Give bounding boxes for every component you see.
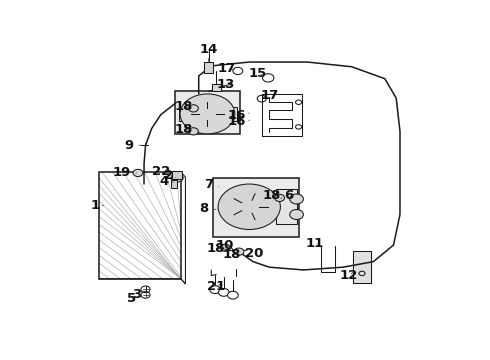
Bar — [353, 251, 371, 283]
Circle shape — [219, 288, 229, 296]
Text: 21: 21 — [207, 280, 225, 293]
Text: 15: 15 — [249, 67, 267, 80]
Circle shape — [234, 248, 244, 255]
Circle shape — [218, 184, 280, 229]
Text: 19: 19 — [112, 166, 136, 179]
Circle shape — [241, 201, 258, 213]
Text: 18: 18 — [263, 189, 281, 202]
Circle shape — [189, 128, 198, 135]
Text: 18: 18 — [207, 242, 225, 255]
Bar — [212, 84, 220, 91]
Text: 1: 1 — [90, 199, 104, 212]
Text: 2: 2 — [164, 169, 176, 182]
Circle shape — [189, 105, 198, 112]
Circle shape — [200, 108, 215, 120]
Text: 17: 17 — [218, 62, 236, 75]
Text: 22: 22 — [151, 165, 170, 178]
Text: 7: 7 — [204, 177, 219, 190]
Circle shape — [191, 102, 224, 126]
Text: 18: 18 — [222, 248, 241, 261]
Bar — [213, 177, 298, 237]
Bar — [171, 180, 177, 188]
Circle shape — [227, 291, 238, 299]
Text: 4: 4 — [160, 175, 173, 188]
Bar — [276, 189, 296, 224]
Text: 16: 16 — [227, 109, 249, 122]
Text: 17: 17 — [260, 89, 278, 102]
Bar — [179, 107, 188, 121]
Circle shape — [290, 194, 303, 204]
Text: 12: 12 — [340, 269, 358, 282]
Circle shape — [180, 94, 235, 134]
Circle shape — [171, 173, 183, 182]
Text: 13: 13 — [216, 78, 235, 91]
Circle shape — [220, 244, 230, 251]
Bar — [175, 91, 240, 134]
Text: 8: 8 — [199, 202, 216, 216]
Circle shape — [230, 193, 269, 221]
Text: 3: 3 — [132, 288, 144, 301]
Text: 6: 6 — [281, 189, 294, 202]
Text: 14: 14 — [199, 43, 218, 61]
Text: 5: 5 — [127, 292, 140, 305]
Text: 20: 20 — [245, 247, 263, 260]
Circle shape — [210, 286, 220, 293]
Text: 11: 11 — [306, 237, 324, 250]
Text: 18: 18 — [174, 123, 193, 136]
Text: 18: 18 — [174, 100, 193, 113]
Circle shape — [133, 169, 143, 176]
Text: 9: 9 — [124, 139, 141, 152]
Bar — [172, 171, 182, 179]
Bar — [204, 62, 213, 73]
Text: 16: 16 — [227, 115, 249, 128]
Circle shape — [290, 210, 303, 220]
Circle shape — [275, 194, 285, 202]
Bar — [99, 172, 181, 279]
Text: 10: 10 — [216, 239, 234, 252]
Bar — [229, 107, 237, 121]
